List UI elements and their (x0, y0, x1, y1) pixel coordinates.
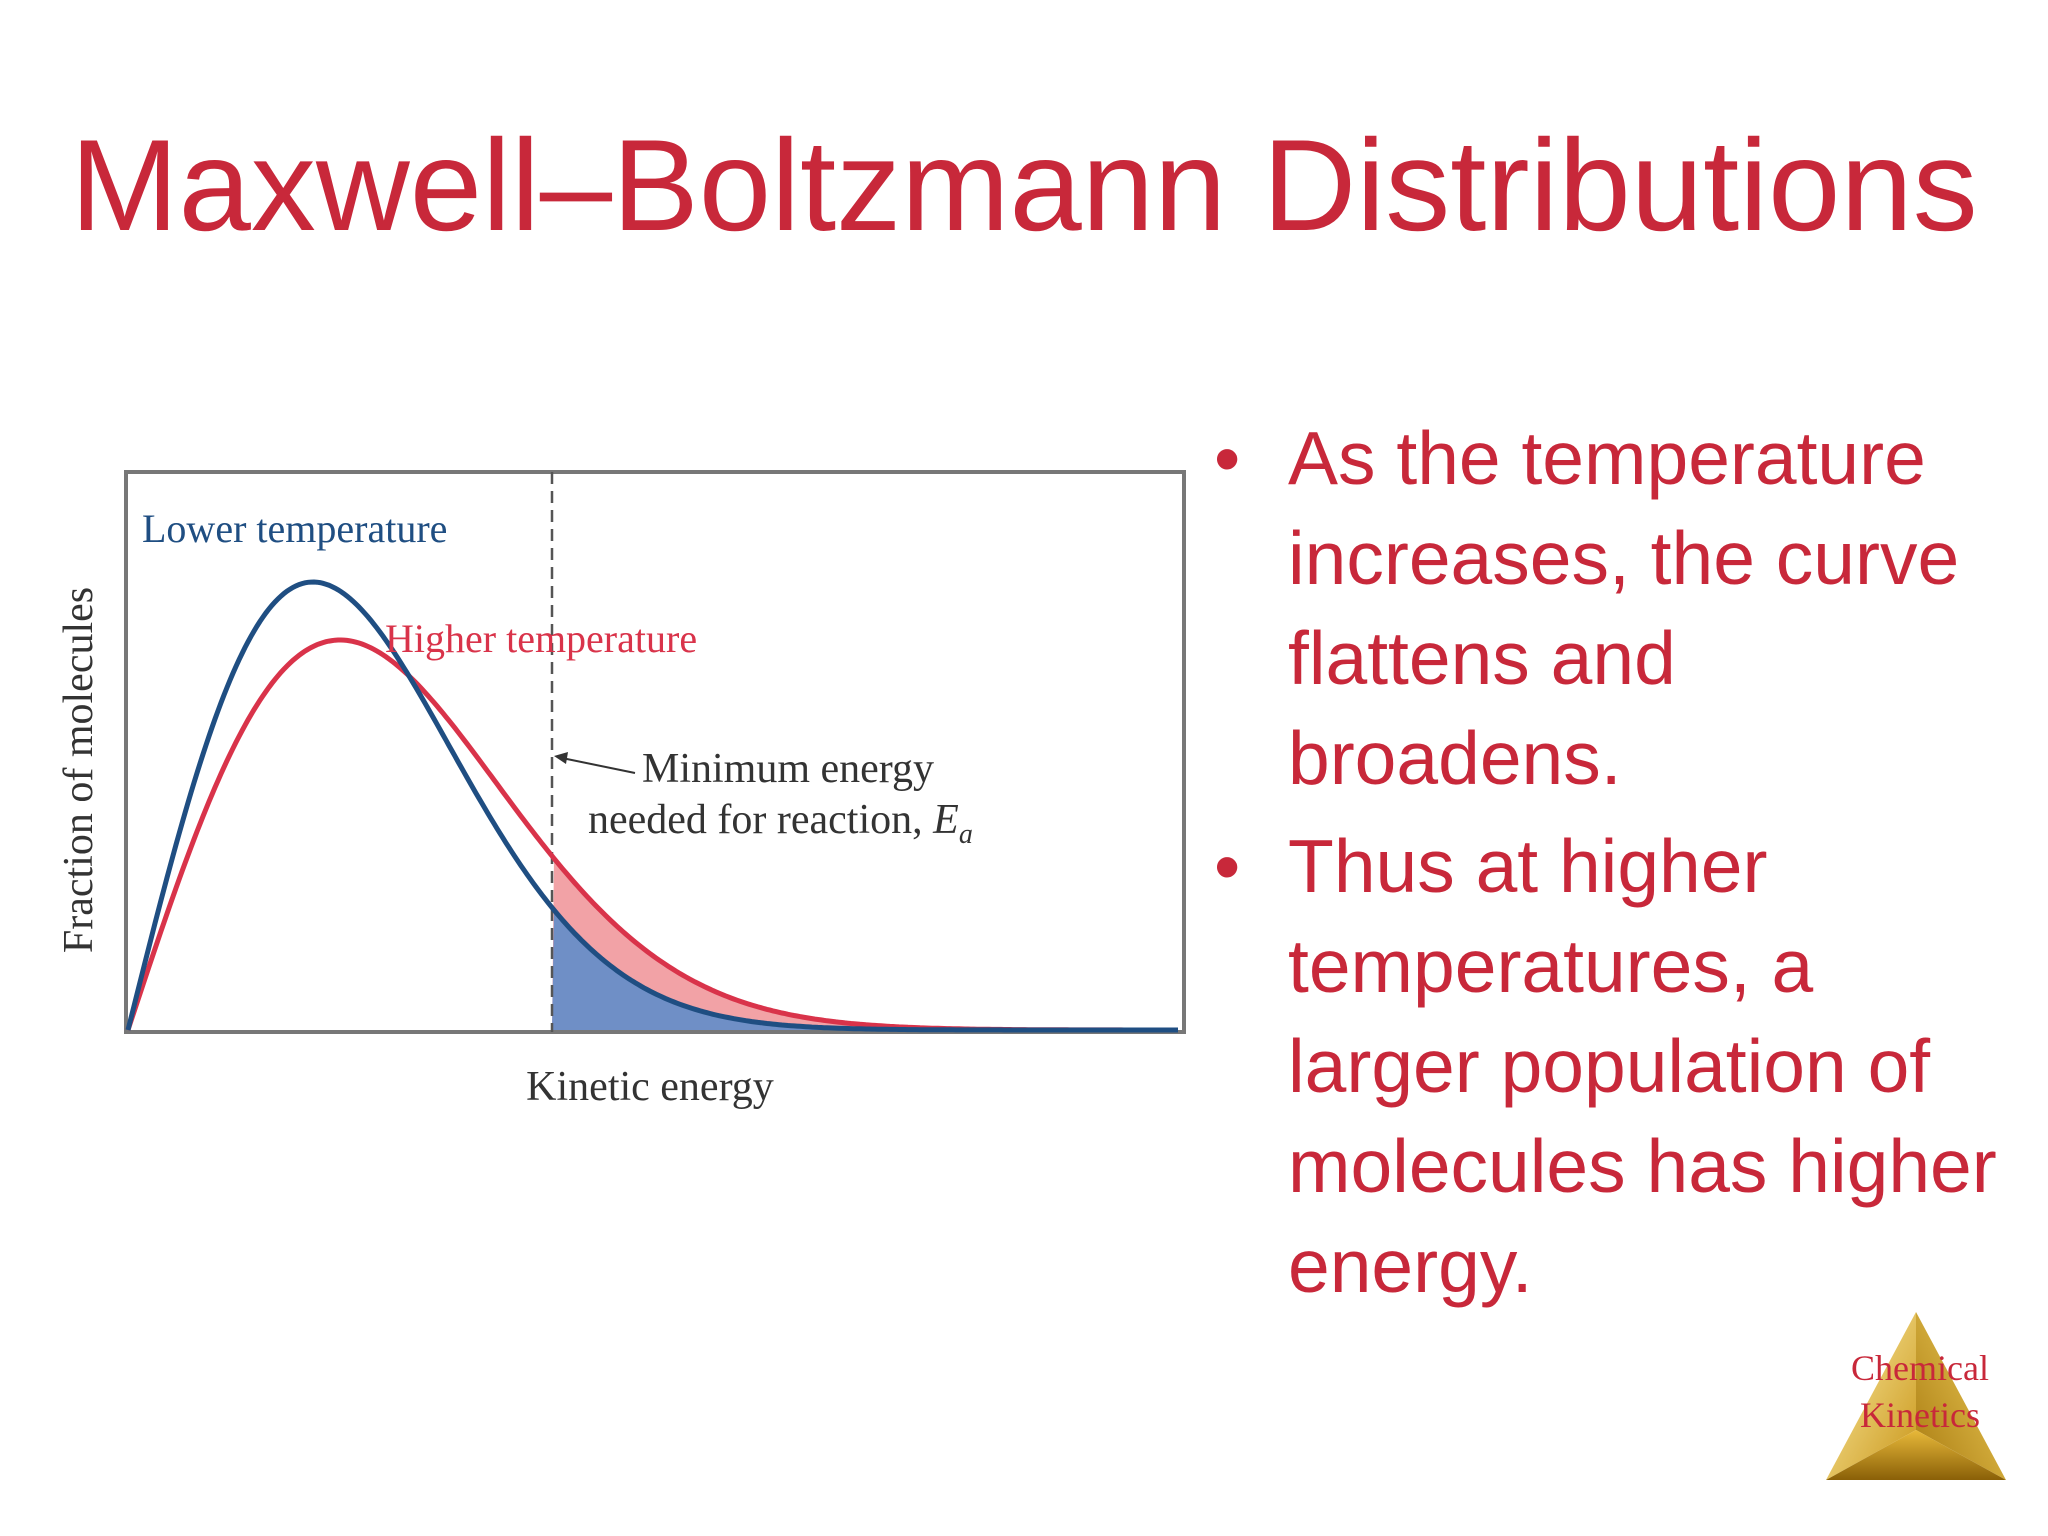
lower-temperature-label: Lower temperature (142, 506, 447, 551)
bullet-item: • As the temperature increases, the curve… (1200, 408, 2020, 808)
triangle-logo: Chemical Kinetics (1826, 1312, 2006, 1480)
bullet-dot: • (1214, 824, 1241, 908)
badge-line2: Kinetics (1860, 1395, 1980, 1435)
higher-temperature-label: Higher temperature (385, 616, 697, 661)
plot-frame (124, 470, 1186, 1034)
chemical-kinetics-badge: Chemical Kinetics (1800, 1300, 2020, 1500)
bullet-item: • Thus at higher temperatures, a larger p… (1200, 816, 2020, 1316)
lower-temperature-curve (125, 579, 1178, 1033)
distribution-diagram: Lower temperature Higher temperature Min… (56, 470, 1186, 1110)
maxwell-boltzmann-figure: Lower temperature Higher temperature Min… (40, 440, 1220, 1140)
lower-temperature-shaded-area (552, 910, 1178, 1030)
bullet-text: As the temperature increases, the curve … (1288, 416, 1960, 800)
threshold-label-line1: Minimum energy (642, 746, 934, 792)
annotation-arrow-head (554, 752, 568, 764)
y-axis-label: Fraction of molecules (56, 587, 102, 953)
threshold-label-line2: needed for reaction, Ea (588, 797, 973, 850)
bullet-list: • As the temperature increases, the curve… (1200, 408, 2020, 1324)
bullet-dot: • (1214, 416, 1241, 500)
x-axis-label: Kinetic energy (526, 1064, 774, 1110)
bullet-text: Thus at higher temperatures, a larger po… (1288, 824, 1997, 1308)
slide-title: Maxwell–Boltzmann Distributions (70, 112, 1978, 258)
annotation-arrow-line (561, 757, 636, 774)
badge-line1: Chemical (1851, 1348, 1989, 1388)
